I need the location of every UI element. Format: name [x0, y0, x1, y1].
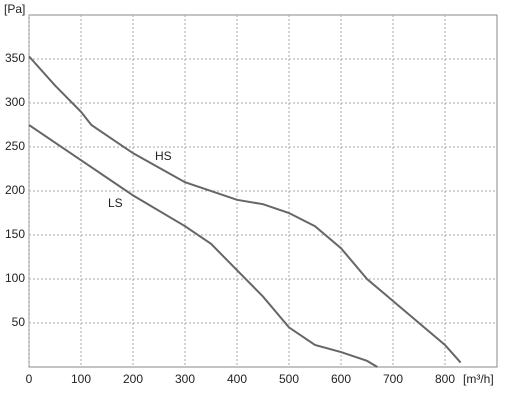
x-tick-label: 400: [227, 372, 247, 386]
x-tick-label: 700: [383, 372, 403, 386]
x-tick-label: 100: [71, 372, 91, 386]
y-tick-label: 100: [5, 271, 25, 285]
y-tick-label: 200: [5, 183, 25, 197]
x-tick-label: 800: [435, 372, 455, 386]
x-tick-label: 0: [26, 372, 33, 386]
y-tick-label: 250: [5, 139, 25, 153]
x-tick-label: 200: [123, 372, 143, 386]
y-tick-label: 150: [5, 227, 25, 241]
x-tick-label: 600: [331, 372, 351, 386]
x-tick-label: 300: [175, 372, 195, 386]
x-axis-label: [m³/h]: [463, 372, 494, 386]
y-tick-label: 300: [5, 95, 25, 109]
y-axis-label: [Pa]: [4, 2, 25, 16]
series-line: [28, 55, 462, 364]
series-label: LS: [108, 196, 123, 210]
y-tick-label: 350: [5, 51, 25, 65]
series-line: [28, 124, 378, 368]
y-tick-label: 50: [12, 315, 26, 329]
x-tick-label: 500: [279, 372, 299, 386]
series-label: HS: [155, 149, 172, 163]
